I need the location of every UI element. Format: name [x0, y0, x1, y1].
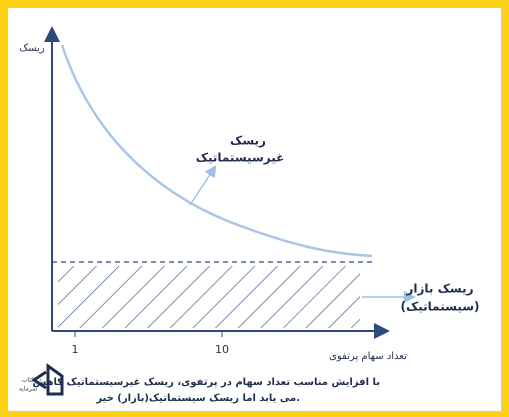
annotation: ریسک — [230, 134, 266, 148]
annotation: (سیستماتیک) — [400, 300, 479, 314]
logo-text: کتاب — [22, 377, 34, 384]
y-axis-label: ریسک — [19, 43, 45, 54]
annotation: غیرسیستماتیک — [196, 151, 285, 165]
x-tick-label: 1 — [72, 343, 79, 356]
x-axis-label: تعداد سهام پرتفوی — [329, 351, 407, 362]
systematic-area — [58, 266, 360, 328]
annotation: ریسک بازار — [405, 282, 473, 296]
logo-icon — [31, 363, 64, 396]
x-tick-label: 10 — [215, 343, 229, 356]
caption: با افزایش مناسب تعداد سهام در پرتفوی، ری… — [32, 377, 380, 388]
risk-curve — [60, 44, 373, 258]
arrow — [189, 164, 217, 206]
logo-text: سرمایه — [19, 386, 37, 393]
panel — [8, 8, 501, 411]
caption: می یابد اما ریسک سیستماتیک(بازار) خیر. — [95, 393, 300, 404]
